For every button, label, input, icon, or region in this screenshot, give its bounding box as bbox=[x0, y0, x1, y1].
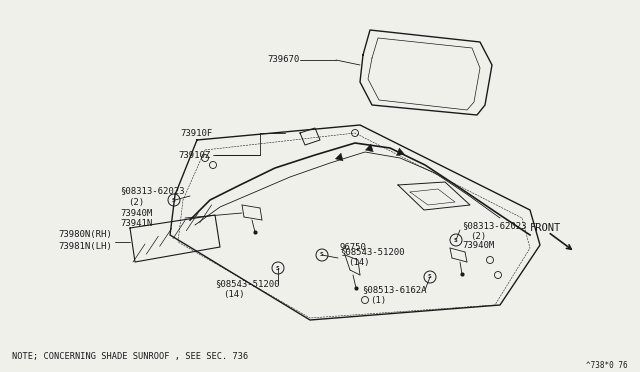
Text: §08543-51200: §08543-51200 bbox=[215, 279, 280, 289]
Text: S: S bbox=[428, 275, 432, 279]
Text: §08313-62023: §08313-62023 bbox=[120, 186, 184, 196]
Text: S: S bbox=[454, 237, 458, 243]
Text: §08313-62023: §08313-62023 bbox=[462, 221, 527, 231]
Text: ^738*0 76: ^738*0 76 bbox=[586, 360, 628, 369]
Text: 73910F: 73910F bbox=[180, 128, 213, 138]
Text: (1): (1) bbox=[370, 296, 386, 305]
Polygon shape bbox=[335, 153, 343, 161]
Text: S: S bbox=[172, 198, 176, 202]
Polygon shape bbox=[365, 144, 373, 152]
Text: §08543-51200: §08543-51200 bbox=[340, 247, 404, 257]
Text: 739670: 739670 bbox=[268, 55, 300, 64]
Text: §08513-6162A: §08513-6162A bbox=[362, 285, 426, 295]
Text: 73941N: 73941N bbox=[120, 218, 152, 228]
Text: 73940M: 73940M bbox=[462, 241, 494, 250]
Text: FRONT: FRONT bbox=[530, 223, 561, 233]
Text: (2): (2) bbox=[128, 198, 144, 206]
Text: 96750: 96750 bbox=[340, 244, 367, 253]
Text: (2): (2) bbox=[470, 232, 486, 241]
Text: S: S bbox=[276, 266, 280, 270]
Text: 73981N(LH): 73981N(LH) bbox=[58, 241, 112, 250]
Text: 73910Z: 73910Z bbox=[178, 151, 211, 160]
Text: NOTE; CONCERNING SHADE SUNROOF , SEE SEC. 736: NOTE; CONCERNING SHADE SUNROOF , SEE SEC… bbox=[12, 352, 248, 360]
Text: 73980N(RH): 73980N(RH) bbox=[58, 230, 112, 238]
Text: 73940M: 73940M bbox=[120, 208, 152, 218]
Text: (14): (14) bbox=[348, 259, 369, 267]
Polygon shape bbox=[397, 148, 404, 155]
Text: S: S bbox=[320, 253, 324, 257]
Text: (14): (14) bbox=[223, 291, 244, 299]
